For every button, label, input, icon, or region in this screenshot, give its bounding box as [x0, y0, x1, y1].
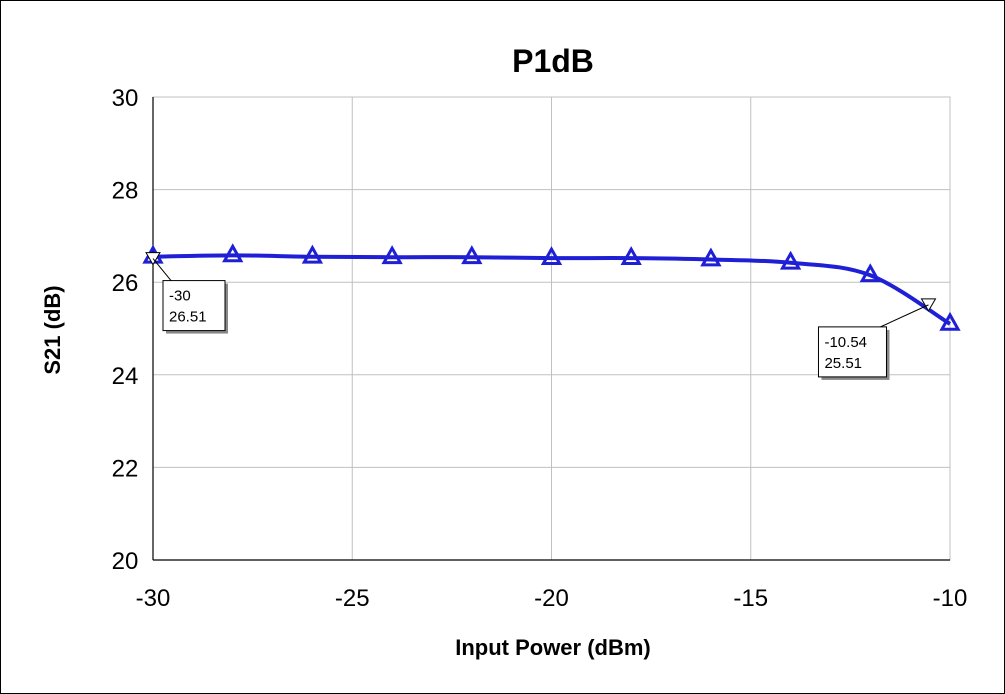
marker-y-value: 25.51 [824, 355, 862, 372]
marker-leader [152, 258, 172, 281]
marker-box [162, 280, 226, 332]
data-point [779, 250, 802, 270]
x-tick-label: -30 [136, 585, 171, 612]
x-axis-label: Input Power (dBm) [455, 635, 651, 660]
x-tick-label: -25 [335, 585, 370, 612]
data-point [301, 244, 324, 264]
marker-y-value: 26.51 [169, 309, 207, 326]
series-layer [142, 243, 961, 331]
series-line [152, 253, 952, 326]
data-point [620, 246, 642, 266]
data-point [700, 247, 722, 267]
marker-layer: -30 26.51 -10.54 25.51 [145, 252, 937, 380]
data-point [222, 243, 244, 263]
data-point [540, 246, 563, 266]
marker-x-value: -30 [169, 288, 191, 305]
marker-box [817, 326, 887, 378]
marker-x-value: -10.54 [824, 334, 867, 351]
tick-labels: -30 -25 -20 -15 -10 20 22 24 26 28 30 [112, 85, 968, 612]
data-point [461, 245, 483, 265]
y-tick-label: 20 [112, 548, 139, 575]
y-tick-label: 24 [112, 363, 139, 390]
data-point [939, 311, 961, 331]
x-tick-label: -15 [733, 585, 768, 612]
chart-title: P1dB [512, 43, 594, 79]
y-tick-label: 26 [112, 270, 139, 297]
grid [152, 96, 951, 561]
data-point [859, 263, 881, 283]
y-tick-label: 22 [112, 455, 139, 482]
y-tick-label: 28 [112, 178, 139, 205]
y-tick-label: 30 [112, 85, 139, 112]
y-axis-label: S21 (dB) [40, 285, 65, 374]
data-point [381, 245, 403, 265]
x-tick-label: -10 [933, 585, 968, 612]
marker-leader [880, 304, 929, 328]
x-tick-label: -20 [534, 585, 569, 612]
